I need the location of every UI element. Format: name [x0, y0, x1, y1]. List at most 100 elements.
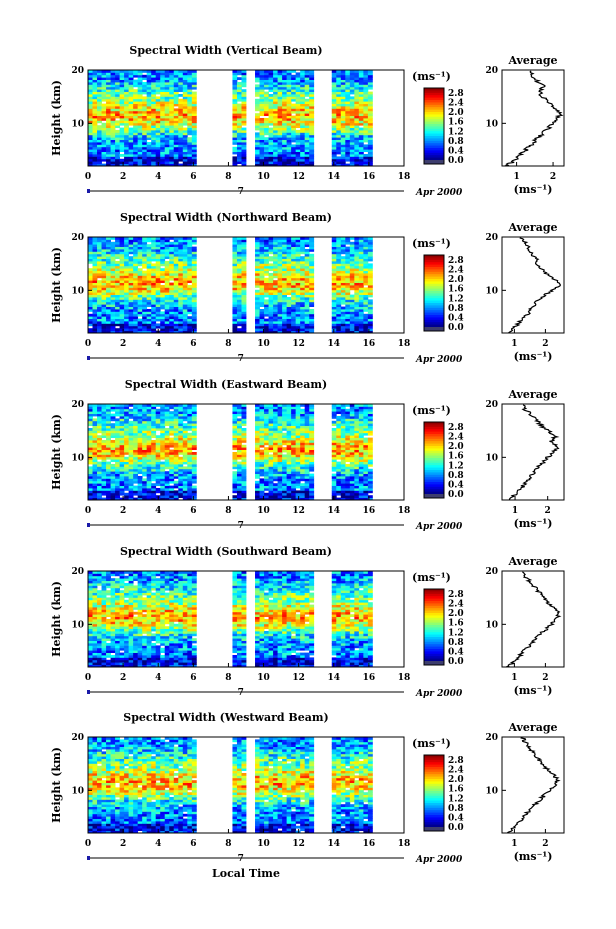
heatmap-cell: [101, 294, 107, 298]
heatmap-cell: [155, 74, 161, 78]
heatmap-cell: [124, 79, 130, 83]
heatmap-cell: [178, 330, 184, 334]
heatmap-cell: [92, 70, 98, 73]
heatmap-cell: [232, 161, 238, 164]
heatmap-cell: [151, 485, 157, 489]
heatmap-cell: [97, 313, 102, 317]
heatmap-cell: [137, 70, 143, 73]
heatmap-cell: [173, 294, 179, 298]
heatmap-cell: [273, 328, 278, 331]
heatmap-cell: [259, 237, 265, 240]
heatmap-cell: [277, 91, 283, 95]
heatmap-cell: [349, 130, 355, 133]
heatmap-cell: [92, 282, 98, 286]
heatmap-cell: [264, 292, 269, 295]
heatmap-cell: [349, 309, 355, 312]
heatmap-cell: [133, 287, 139, 291]
heatmap-cell: [241, 316, 247, 319]
heatmap-cell: [173, 413, 179, 417]
heatmap-cell: [133, 285, 139, 288]
heatmap-cell: [232, 275, 238, 279]
heatmap-cell: [146, 471, 152, 474]
heatmap-cell: [264, 84, 269, 88]
heatmap-cell: [142, 297, 148, 300]
heatmap-cell: [160, 142, 166, 145]
heatmap-cell: [331, 96, 337, 100]
heatmap-cell: [331, 258, 337, 262]
heatmap-cell: [173, 425, 179, 429]
heatmap-cell: [268, 299, 274, 303]
x-tick-label: 8: [225, 172, 231, 182]
heatmap-cell: [291, 96, 297, 100]
heatmap-cell: [128, 471, 134, 474]
heatmap-cell: [236, 70, 242, 73]
heatmap-cell: [304, 239, 310, 243]
heatmap-cell: [169, 113, 175, 116]
heatmap-cell: [259, 132, 265, 136]
heatmap-cell: [304, 316, 310, 319]
heatmap-cell: [363, 294, 369, 298]
heatmap-cell: [151, 444, 157, 448]
heatmap-cell: [304, 311, 310, 315]
heatmap-cell: [88, 98, 93, 102]
heatmap-cell: [349, 139, 355, 143]
heatmap-cell: [264, 294, 269, 298]
heatmap-cell: [241, 325, 247, 329]
heatmap-cell: [286, 91, 292, 95]
heatmap-cell: [97, 101, 102, 104]
colorbar-swatch: [424, 157, 444, 161]
heatmap-cell: [92, 478, 98, 482]
heatmap-cell: [151, 468, 157, 472]
heatmap-cell: [124, 263, 130, 267]
heatmap-cell: [340, 134, 346, 138]
heatmap-cell: [164, 464, 170, 467]
heatmap-cell: [367, 239, 373, 243]
heatmap-cell: [232, 294, 238, 298]
heatmap-cell: [146, 323, 152, 327]
heatmap-cell: [354, 304, 360, 307]
heatmap-cell: [273, 311, 278, 315]
heatmap-cell: [133, 265, 139, 269]
heatmap-cell: [128, 268, 134, 271]
heatmap-cell: [363, 253, 369, 257]
heatmap-cell: [164, 77, 170, 80]
heatmap-cell: [124, 413, 130, 417]
heatmap-cell: [178, 151, 184, 155]
heatmap-cell: [178, 292, 184, 295]
heatmap-cell: [336, 330, 342, 334]
heatmap-cell: [187, 294, 193, 298]
heatmap-cell: [277, 79, 283, 83]
heatmap-cell: [88, 468, 93, 472]
heatmap-cell: [295, 98, 301, 102]
heatmap-cell: [119, 72, 125, 76]
plot-frame: [87, 236, 405, 334]
heatmap-cell: [119, 122, 125, 126]
heatmap-cell: [151, 118, 157, 121]
heatmap-cell: [182, 246, 188, 250]
heatmap-cell: [286, 287, 292, 291]
heatmap-cell: [182, 468, 188, 472]
heatmap-cell: [164, 130, 170, 133]
heatmap-cell: [273, 106, 278, 109]
heatmap-cell: [101, 452, 107, 455]
heatmap-cell: [259, 151, 265, 155]
heatmap-cell: [101, 321, 107, 324]
heatmap-cell: [164, 471, 170, 474]
heatmap-cell: [232, 413, 238, 417]
heatmap-cell: [336, 249, 342, 252]
heatmap-cell: [358, 77, 364, 80]
heatmap-cell: [146, 244, 152, 247]
heatmap-cell: [236, 115, 242, 119]
heatmap-cell: [282, 106, 288, 109]
heatmap-cell: [115, 134, 120, 138]
heatmap-cell: [151, 149, 157, 152]
heatmap-cell: [236, 488, 242, 491]
heatmap-cell: [137, 144, 143, 148]
heatmap-cell: [354, 82, 360, 85]
heatmap-cell: [128, 435, 134, 438]
heatmap-cell: [155, 454, 161, 458]
heatmap-cell: [92, 134, 98, 138]
heatmap-cell: [97, 98, 102, 102]
heatmap-cell: [88, 137, 93, 140]
